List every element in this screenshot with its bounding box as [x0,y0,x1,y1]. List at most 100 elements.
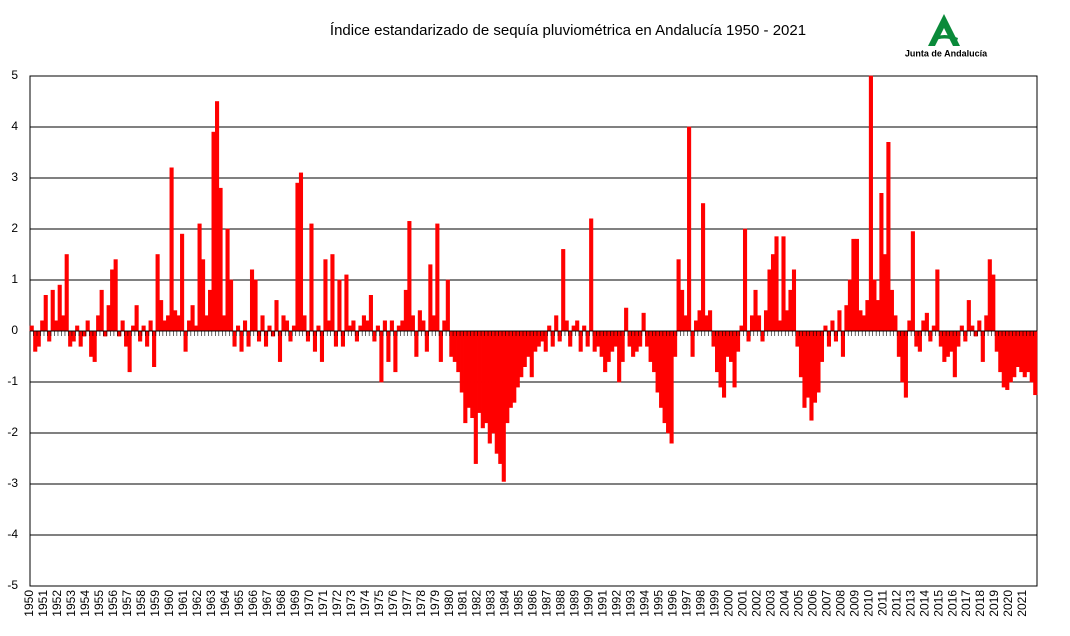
bar [617,330,622,383]
x-tick-label: 2010 [861,590,875,617]
x-tick-label: 1958 [134,590,148,617]
bar [812,330,818,403]
bar [40,320,45,332]
bar [526,330,531,357]
bar [749,315,755,332]
x-tick-label: 1989 [568,590,582,617]
bar [722,330,727,398]
bar [949,330,954,352]
bar [470,330,475,418]
bar [340,330,345,347]
bar [159,300,164,332]
bar [337,279,342,332]
bar [1019,330,1024,373]
x-tick-label: 1978 [414,590,428,617]
bar [837,310,842,332]
x-tick-label: 1963 [204,590,218,617]
bar [603,330,608,373]
bar [917,330,922,352]
bar [938,330,943,347]
bar [928,330,933,342]
bar [924,312,929,332]
bar [354,330,359,342]
bar [487,330,492,444]
bar [669,330,674,444]
bar [987,259,992,332]
chart-title: Índice estandarizado de sequía pluviomét… [330,22,806,39]
bar [547,325,552,332]
bar [43,294,48,332]
x-tick-label: 2000 [721,590,735,617]
bar [267,325,272,332]
bar [263,330,269,347]
bar [631,330,636,357]
bar [708,310,713,332]
bar [316,325,321,332]
bar [333,330,338,347]
bar [819,330,825,362]
x-tick-label: 1986 [526,590,540,617]
bar [571,325,576,332]
bar [379,330,384,383]
bar [840,330,845,357]
x-tick-label: 1985 [512,590,526,617]
bar [145,330,150,347]
x-tick-label: 1951 [36,590,50,617]
y-tick-label: -4 [7,527,18,541]
x-tick-label: 2018 [973,590,987,617]
bar [187,320,192,332]
bar [361,315,366,332]
bar [36,330,41,347]
bar [742,228,748,332]
bar [606,330,611,362]
x-tick-label: 1996 [666,590,680,617]
x-tick-label: 2002 [749,590,763,617]
x-tick-label: 1992 [610,590,624,617]
bar [103,330,108,337]
bar [414,330,419,357]
bar [756,315,762,332]
bar [774,236,779,332]
x-tick-label: 1953 [64,590,78,617]
bar [173,310,178,332]
bar [110,269,115,332]
bar [746,330,751,342]
bar [501,330,506,482]
bar [970,325,975,332]
bar [305,330,311,342]
bar [711,330,716,347]
bar [662,330,667,424]
bar [959,325,964,332]
bar [256,330,262,342]
bar [71,330,76,342]
bar [725,330,730,357]
x-tick-label: 1961 [176,590,190,617]
bar [386,330,391,362]
bar [704,315,709,332]
bar [445,279,450,332]
bar [484,330,489,424]
bar [215,101,220,332]
x-tick-label: 1955 [92,590,106,617]
bar [795,330,800,347]
bar [284,320,290,332]
x-tick-label: 1970 [302,590,316,617]
bar [176,315,181,332]
bar [127,330,132,373]
bar [540,330,545,342]
bar [449,330,454,357]
bar [823,325,828,332]
bar [568,330,573,347]
bar [851,238,856,332]
bar [861,315,866,332]
bar [295,182,300,332]
bar [438,330,443,362]
x-tick-label: 2006 [805,590,819,617]
x-tick-label: 1991 [596,590,610,617]
x-tick-label: 1956 [106,590,120,617]
bar [676,259,681,332]
bar [788,289,793,332]
bar [554,315,559,332]
bar [68,330,73,347]
bar [183,330,188,352]
